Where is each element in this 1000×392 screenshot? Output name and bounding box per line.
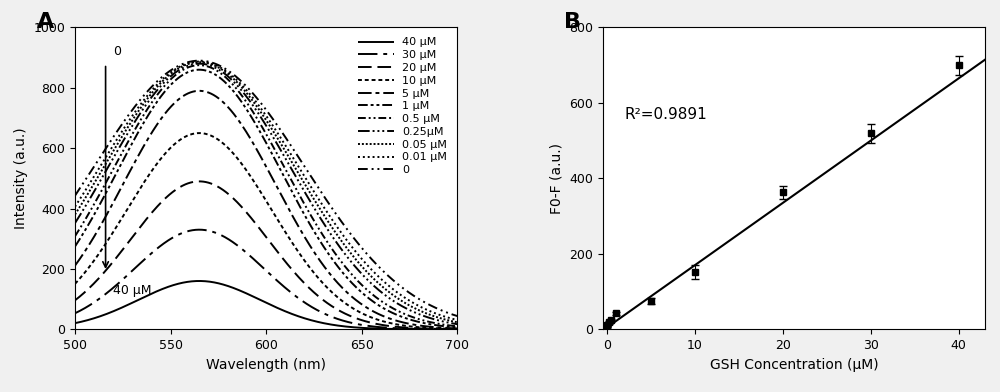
Text: B: B (564, 13, 581, 33)
X-axis label: Wavelength (nm): Wavelength (nm) (206, 358, 326, 372)
Y-axis label: F0-F (a.u.): F0-F (a.u.) (549, 143, 563, 214)
Legend: 40 μM, 30 μM, 20 μM, 10 μM, 5 μM, 1 μM, 0.5 μM, 0.25μM, 0.05 μM, 0.01 μM, 0: 40 μM, 30 μM, 20 μM, 10 μM, 5 μM, 1 μM, … (354, 33, 452, 180)
Text: A: A (37, 13, 54, 33)
X-axis label: GSH Concentration (μM): GSH Concentration (μM) (710, 358, 878, 372)
Text: 40 μM: 40 μM (113, 284, 152, 297)
Text: 0: 0 (113, 45, 121, 58)
Y-axis label: Intensity (a.u.): Intensity (a.u.) (14, 127, 28, 229)
Text: R²=0.9891: R²=0.9891 (625, 107, 707, 122)
